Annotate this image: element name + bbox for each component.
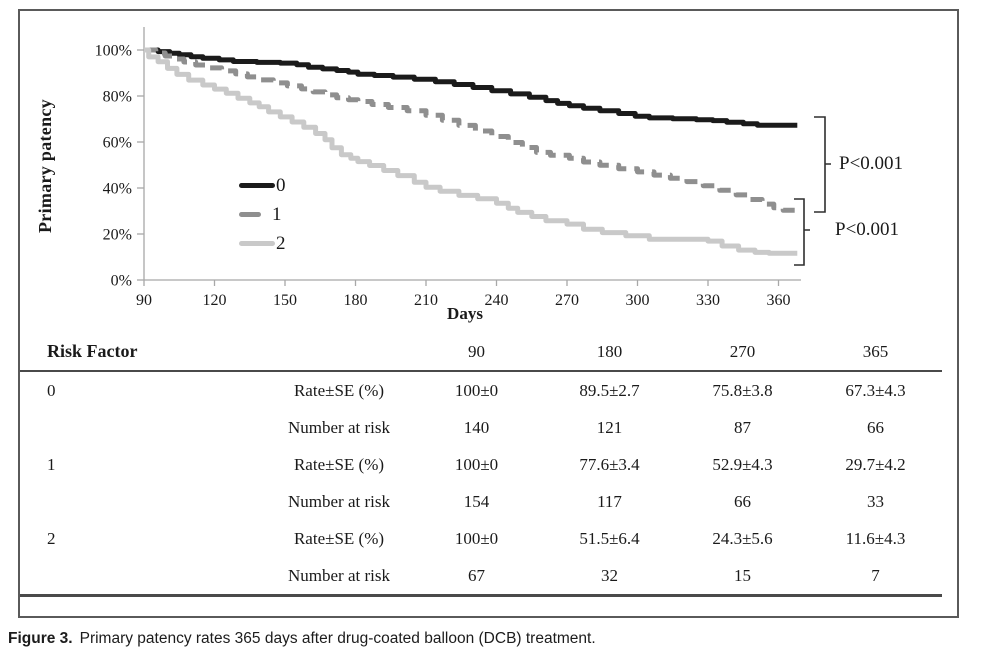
legend: 0 1 2 — [239, 171, 286, 258]
number-at-risk-value: 66 — [734, 491, 751, 511]
legend-swatch-solid-lightgray-line — [239, 241, 275, 246]
x-tick-label: 330 — [696, 292, 720, 309]
comparison-bracket-bottom — [794, 198, 810, 266]
legend-label: 2 — [276, 232, 286, 254]
km-chart-canvas: 0%20%40%60%80%100%90 120 150 180 210 240 270 30… — [95, 27, 831, 309]
x-tick-label: 180 — [344, 292, 368, 309]
row-label-rate: Rate±SE (%) — [293, 380, 385, 400]
figure-panel: 0% 20% 40% 60% 80% 100% 90 120 150 180 210 240 270 30… — [18, 9, 959, 618]
row-label-rate: Rate±SE (%) — [293, 454, 385, 474]
number-at-risk-value: 121 — [596, 417, 623, 437]
number-at-risk-value: 117 — [597, 491, 622, 511]
table-header-timepoint: 270 — [729, 341, 756, 361]
km-curve-group-1 — [144, 47, 800, 213]
legend-item-group-1: 1 — [239, 200, 286, 229]
row-label-number-at-risk: Number at risk — [288, 491, 390, 511]
y-tick-label: 100% — [95, 43, 132, 60]
number-at-risk-value: 33 — [867, 491, 884, 511]
number-at-risk-value: 87 — [734, 417, 751, 437]
number-at-risk-value: 67 — [468, 565, 485, 585]
rate-value: 52.9±4.3 — [712, 454, 773, 474]
rate-value: 100±0 — [454, 380, 499, 400]
rate-value: 51.5±6.4 — [579, 528, 640, 548]
x-tick-label: 120 — [203, 292, 227, 309]
x-tick-label: 210 — [414, 292, 438, 309]
table-header-timepoint: 365 — [862, 341, 889, 361]
p-value-label-top: P<0.001 — [839, 153, 904, 174]
row-label-number-at-risk: Number at risk — [288, 565, 390, 585]
km-chart: 0% 20% 40% 60% 80% 100% 90 120 150 180 210 240 270 30… — [20, 11, 958, 333]
x-axis-title: Days — [447, 304, 483, 323]
rate-value: 29.7±4.2 — [845, 454, 906, 474]
rate-value: 77.6±3.4 — [579, 454, 640, 474]
x-tick-label: 90 — [136, 292, 152, 309]
row-label-number-at-risk: Number at risk — [288, 417, 390, 437]
figure-caption-text: Primary patency rates 365 days after dru… — [79, 630, 596, 647]
rate-value: 89.5±2.7 — [579, 380, 640, 400]
figure-caption: Figure 3. Primary patency rates 365 days … — [8, 630, 596, 648]
risk-group-label: 2 — [47, 528, 56, 548]
table-header-risk-factor: Risk Factor — [47, 341, 138, 361]
rate-value: 100±0 — [454, 454, 499, 474]
legend-swatch-dashed-gray-line — [239, 212, 261, 217]
number-at-risk-value: 32 — [601, 565, 618, 585]
legend-label: 0 — [276, 174, 286, 196]
y-tick-label: 20% — [103, 227, 132, 244]
row-label-rate: Rate±SE (%) — [293, 528, 385, 548]
table-header-timepoint: 180 — [596, 341, 623, 361]
number-at-risk-value: 66 — [867, 417, 884, 437]
legend-item-group-0: 0 — [239, 171, 286, 200]
y-tick-label: 60% — [103, 135, 132, 152]
number-at-risk-value: 140 — [463, 417, 490, 437]
legend-item-group-2: 2 — [239, 229, 286, 258]
x-tick-label: 300 — [626, 292, 650, 309]
legend-label: 1 — [272, 203, 282, 225]
x-tick-label: 270 — [555, 292, 579, 309]
p-value-label-bottom: P<0.001 — [835, 219, 900, 240]
km-curve-group-0 — [144, 47, 798, 128]
figure-caption-label: Figure 3. — [8, 630, 73, 647]
y-tick-label: 40% — [103, 181, 132, 198]
x-tick-label: 150 — [273, 292, 297, 309]
rate-value: 67.3±4.3 — [845, 380, 906, 400]
risk-table: Risk Factor 90 180 270 365 0 Rate±SE (%)… — [20, 333, 942, 597]
y-tick-label: 0% — [111, 273, 132, 290]
comparison-bracket-top — [814, 116, 831, 213]
risk-group-label: 1 — [47, 454, 56, 474]
number-at-risk-value: 154 — [463, 491, 490, 511]
number-at-risk-value: 15 — [734, 565, 751, 585]
rate-value: 11.6±4.3 — [845, 528, 906, 548]
number-at-risk-value: 7 — [871, 565, 880, 585]
rate-value: 24.3±5.6 — [712, 528, 773, 548]
km-curve-group-2 — [144, 47, 798, 256]
y-tick-label: 80% — [103, 89, 132, 106]
rate-value: 75.8±3.8 — [712, 380, 773, 400]
rate-value: 100±0 — [454, 528, 499, 548]
legend-swatch-solid-black-line — [239, 183, 275, 188]
x-tick-label: 240 — [485, 292, 509, 309]
risk-group-label: 0 — [47, 380, 56, 400]
risk-table-body: 0 Rate±SE (%) 100±0 89.5±2.7 75.8±3.8 67… — [20, 372, 942, 597]
x-tick-label: 360 — [767, 292, 791, 309]
y-axis-title: Primary patency — [34, 99, 55, 233]
table-header-timepoint: 90 — [468, 341, 485, 361]
risk-table-header: Risk Factor 90 180 270 365 — [20, 333, 942, 372]
